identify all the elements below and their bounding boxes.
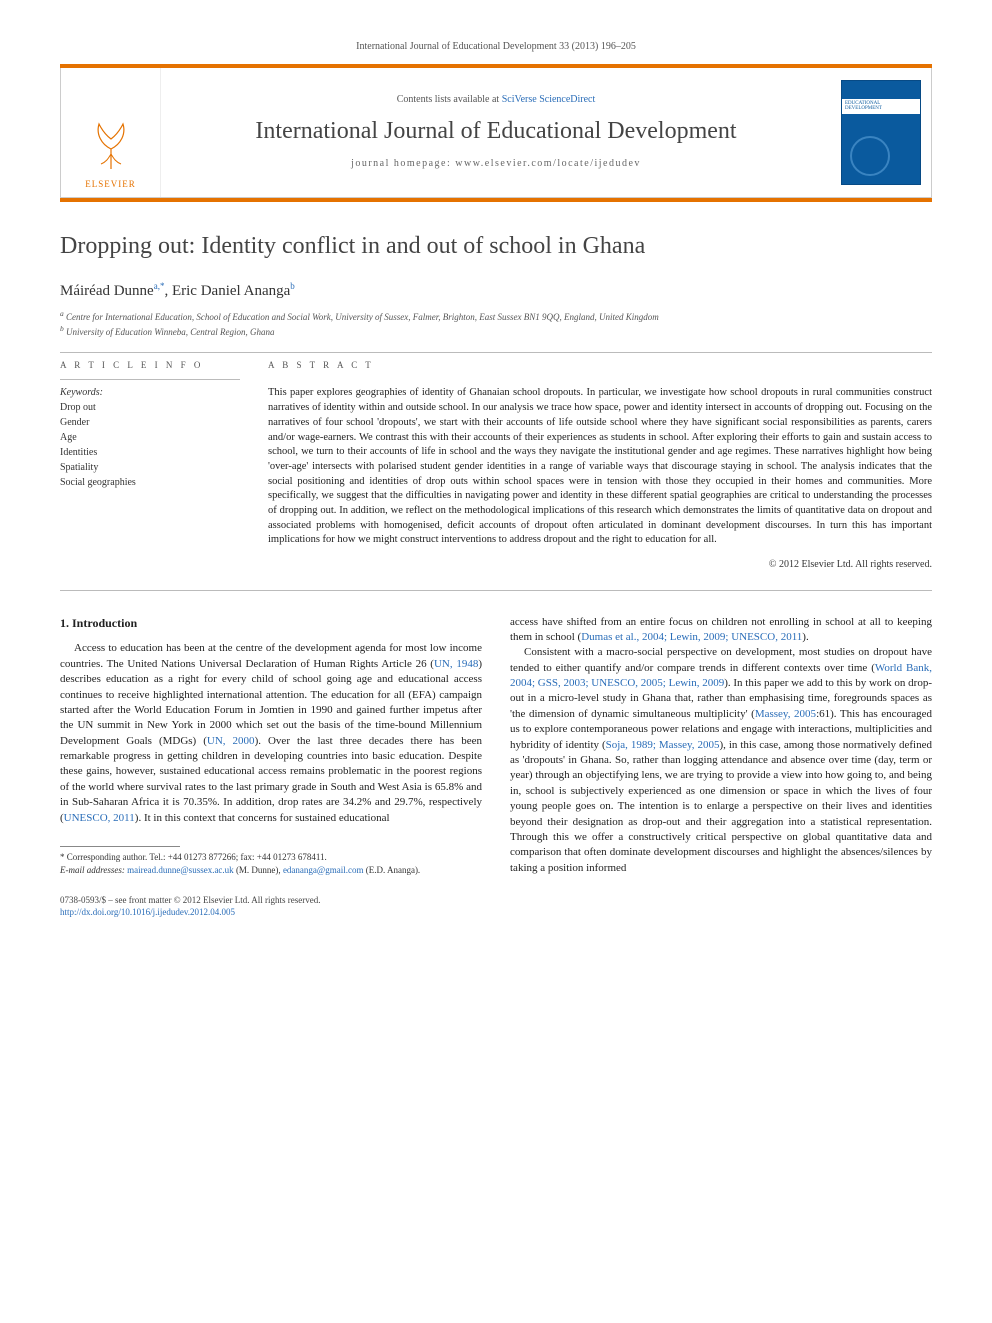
abstract-header: A B S T R A C T: [268, 359, 932, 371]
journal-name: International Journal of Educational Dev…: [255, 115, 736, 147]
text-run: ) describes education as a right for eve…: [60, 658, 482, 747]
divider: [60, 352, 932, 353]
abstract: A B S T R A C T This paper explores geog…: [268, 359, 932, 571]
keyword: Identities: [60, 445, 240, 460]
contents-available-line: Contents lists available at SciVerse Sci…: [397, 93, 596, 107]
affiliation-b-text: University of Education Winneba, Central…: [66, 327, 274, 337]
author-1-marks: a,*: [154, 281, 165, 291]
keyword: Age: [60, 430, 240, 445]
doi-link[interactable]: http://dx.doi.org/10.1016/j.ijedudev.201…: [60, 906, 321, 918]
body-paragraph: Consistent with a macro-social perspecti…: [510, 645, 932, 876]
email-who: (M. Dunne),: [234, 865, 283, 875]
body-columns: 1. Introduction Access to education has …: [60, 615, 932, 877]
article-info: A R T I C L E I N F O Keywords: Drop out…: [60, 359, 240, 571]
publisher-name: ELSEVIER: [85, 178, 136, 190]
email-link[interactable]: edananga@gmail.com: [283, 865, 364, 875]
keyword: Social geographies: [60, 475, 240, 490]
text-run: ).: [802, 631, 808, 643]
author-2-marks: b: [290, 281, 295, 291]
running-header: International Journal of Educational Dev…: [60, 40, 932, 54]
cover-thumb-wrap: EDUCATIONAL DEVELOPMENT: [831, 68, 931, 197]
author-2-name: Eric Daniel Ananga: [172, 283, 290, 299]
keyword: Gender: [60, 415, 240, 430]
author-1-name: Máiréad Dunne: [60, 283, 154, 299]
email-link[interactable]: mairead.dunne@sussex.ac.uk: [127, 865, 234, 875]
publisher-block: ELSEVIER: [61, 68, 161, 197]
citation-link[interactable]: Soja, 1989; Massey, 2005: [606, 739, 720, 751]
elsevier-logo-icon: [81, 114, 141, 174]
affiliation-a: a Centre for International Education, Sc…: [60, 309, 932, 324]
body-paragraph: access have shifted from an entire focus…: [510, 615, 932, 646]
bottom-meta: 0738-0593/$ – see front matter © 2012 El…: [60, 894, 932, 918]
text-run: Access to education has been at the cent…: [60, 642, 482, 669]
citation-link[interactable]: UNESCO, 2011: [64, 812, 135, 824]
keyword: Spatiality: [60, 460, 240, 475]
bottom-left: 0738-0593/$ – see front matter © 2012 El…: [60, 894, 321, 918]
masthead-center: Contents lists available at SciVerse Sci…: [161, 68, 831, 197]
front-matter-line: 0738-0593/$ – see front matter © 2012 El…: [60, 894, 321, 906]
footnote-rule: [60, 846, 180, 847]
section-heading: 1. Introduction: [60, 615, 482, 632]
abstract-text: This paper explores geographies of ident…: [268, 386, 932, 548]
masthead: ELSEVIER Contents lists available at Sci…: [60, 68, 932, 198]
divider: [60, 590, 932, 591]
sciencedirect-link[interactable]: SciVerse ScienceDirect: [502, 94, 596, 105]
cover-text: EDUCATIONAL DEVELOPMENT: [842, 99, 920, 114]
copyright: © 2012 Elsevier Ltd. All rights reserved…: [268, 558, 932, 572]
affiliation-b: b University of Education Winneba, Centr…: [60, 324, 932, 339]
text-run: Consistent with a macro-social perspecti…: [510, 646, 932, 673]
cover-swirl-icon: [850, 136, 890, 176]
text-run: ). Over the last three decades there has…: [60, 735, 482, 824]
journal-homepage-line: journal homepage: www.elsevier.com/locat…: [351, 157, 641, 171]
contents-prefix: Contents lists available at: [397, 94, 502, 105]
keywords-label: Keywords:: [60, 386, 240, 400]
footnote-corr: * Corresponding author. Tel.: +44 01273 …: [60, 851, 482, 864]
affiliations: a Centre for International Education, Sc…: [60, 309, 932, 338]
corresponding-author-footnote: * Corresponding author. Tel.: +44 01273 …: [60, 851, 482, 876]
citation-link[interactable]: Dumas et al., 2004; Lewin, 2009; UNESCO,…: [581, 631, 802, 643]
email-who: (E.D. Ananga).: [363, 865, 420, 875]
citation-link[interactable]: Massey, 2005: [755, 708, 816, 720]
keywords-list: Drop out Gender Age Identities Spatialit…: [60, 400, 240, 490]
page: International Journal of Educational Dev…: [0, 0, 992, 948]
authors: Máiréad Dunnea,*, Eric Daniel Anangab: [60, 280, 932, 301]
info-abstract-row: A R T I C L E I N F O Keywords: Drop out…: [60, 359, 932, 571]
homepage-prefix: journal homepage:: [351, 158, 455, 169]
body-column-right: access have shifted from an entire focus…: [510, 615, 932, 877]
homepage-url[interactable]: www.elsevier.com/locate/ijedudev: [455, 158, 641, 169]
citation-link[interactable]: UN, 2000: [207, 735, 255, 747]
email-label: E-mail addresses:: [60, 865, 125, 875]
article-title: Dropping out: Identity conflict in and o…: [60, 230, 932, 262]
citation-link[interactable]: UN, 1948: [434, 658, 478, 670]
body-paragraph: Access to education has been at the cent…: [60, 641, 482, 826]
divider: [60, 379, 240, 380]
footnote-emails: E-mail addresses: mairead.dunne@sussex.a…: [60, 864, 482, 877]
masthead-bottom-rule: [60, 198, 932, 202]
text-run: ), in this case, among those normatively…: [510, 739, 932, 874]
keyword: Drop out: [60, 400, 240, 415]
article-info-header: A R T I C L E I N F O: [60, 359, 240, 371]
affiliation-a-text: Centre for International Education, Scho…: [66, 312, 659, 322]
text-run: ). It in this context that concerns for …: [135, 812, 390, 824]
journal-cover-icon: EDUCATIONAL DEVELOPMENT: [841, 80, 921, 185]
body-column-left: 1. Introduction Access to education has …: [60, 615, 482, 877]
